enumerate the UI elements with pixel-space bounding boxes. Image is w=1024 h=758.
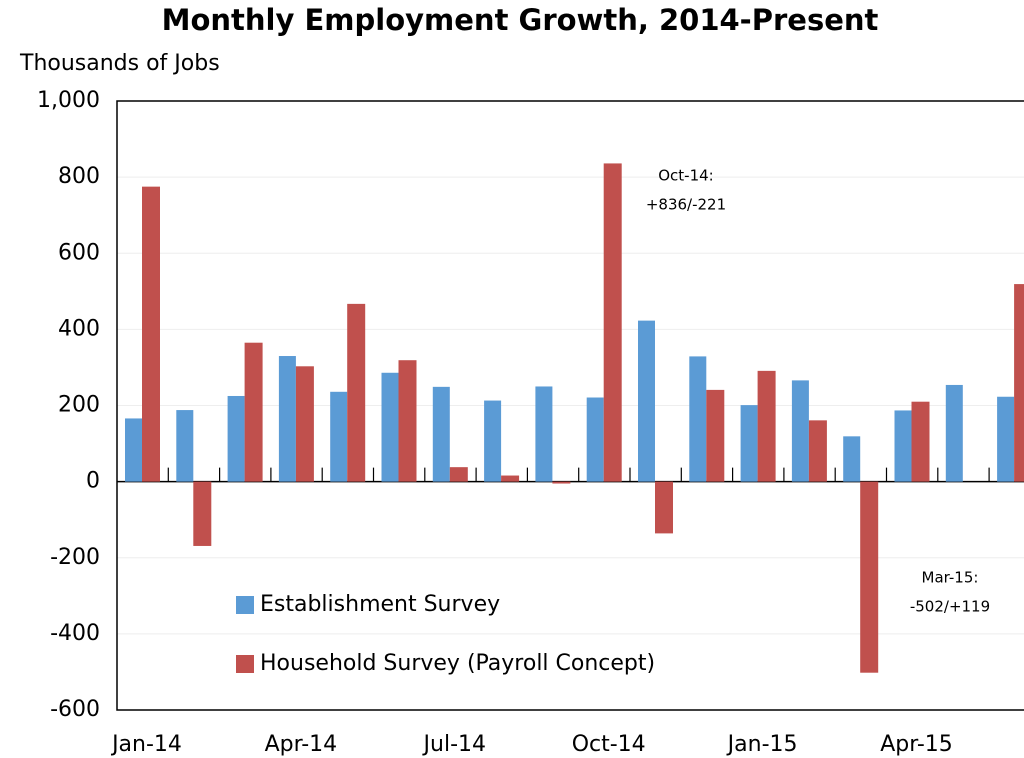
y-tick-label: -600 [50,697,100,722]
y-tick-label: 0 [86,469,100,494]
bar [808,420,827,482]
bar [176,410,194,482]
bar [227,395,245,482]
legend-swatch [236,655,254,673]
bar [449,467,468,482]
bar [757,370,776,482]
bar [501,475,520,482]
bar [860,481,879,673]
bar [278,356,296,482]
bar [655,481,673,534]
bar [381,372,399,482]
x-tick-label: Apr-14 [265,732,338,757]
annotation: Mar-15: [922,569,979,587]
y-axis-label: Thousands of Jobs [19,51,220,76]
x-tick-label: Jan-14 [110,732,182,757]
legend-label: Establishment Survey [260,592,500,617]
legend-swatch [236,596,254,614]
bar [552,481,571,484]
x-tick-label: Jan-15 [726,732,798,757]
annotation: Oct-14: [658,167,714,185]
x-tick-label: Apr-15 [880,732,953,757]
bar [535,386,553,482]
bar [945,384,963,482]
bar [330,391,348,482]
bar [295,366,314,482]
bar [894,410,912,482]
bar [791,380,809,482]
chart-title: Monthly Employment Growth, 2014-Present [162,3,879,37]
bar [843,436,861,482]
bar [125,418,142,482]
bar [432,386,450,482]
y-tick-label: -200 [50,545,100,570]
annotation: +836/-221 [646,196,726,214]
y-tick-label: 800 [58,164,100,189]
bar [689,356,707,482]
bar [997,396,1015,482]
legend-label: Household Survey (Payroll Concept) [260,651,655,676]
x-tick-label: Jul-14 [422,732,486,757]
y-tick-label: 400 [58,316,100,341]
y-tick-label: 600 [58,240,100,265]
bar [244,342,263,482]
x-tick-label: Oct-14 [572,732,646,757]
bar [1014,284,1024,482]
bar [911,401,930,482]
bar [586,397,604,482]
y-tick-label: 200 [58,393,100,418]
bar [193,481,212,546]
y-tick-label: -400 [50,621,100,646]
bar [638,320,655,482]
bar [706,389,725,482]
bar [603,163,622,482]
annotation: -502/+119 [910,598,990,616]
bar [398,360,417,482]
bar [484,400,502,482]
bar [740,405,758,482]
bar [347,303,366,482]
bar [142,186,160,482]
y-tick-label: 1,000 [37,88,100,113]
plot-frame [116,100,1024,711]
